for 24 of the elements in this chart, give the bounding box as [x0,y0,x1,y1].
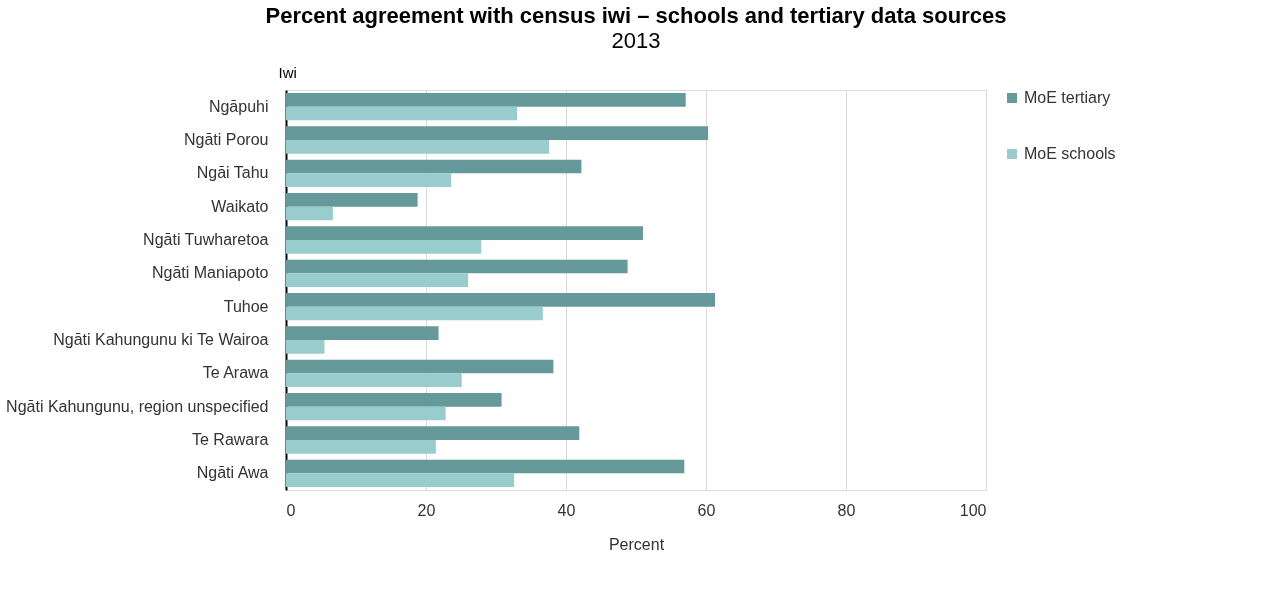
legend-label: MoE schools [1024,145,1116,162]
chart-title: Percent agreement with census iwi – schools and tertiary data sources [265,3,1007,28]
y-tick-label: Ngāti Maniapoto [151,264,269,282]
x-tick-label: 60 [697,501,716,519]
y-tick-label: Ngāti Kahungunu ki Te Wairoa [53,331,269,348]
y-tick-label: Waikato [211,197,269,215]
y-tick-label: Ngāpuhi [208,97,269,115]
y-tick-label: Ngāti Kahungunu, region unspecified [6,397,269,415]
y-tick-label: Ngāi Tahu [196,164,269,182]
legend-label: MoE tertiary [1024,89,1111,106]
x-axis-title: Percent [608,535,665,553]
x-tick-label: 100 [959,501,987,519]
x-tick-label: 80 [837,501,856,519]
y-tick-label: Ngāti Awa [196,464,269,482]
x-tick-label: 0 [286,501,296,519]
y-tick-label: Ngāti Porou [184,131,269,148]
chart-subtitle: 2013 [611,28,661,53]
y-tick-label: Te Arawa [202,364,269,382]
y-tick-label: Te Rawara [192,431,269,448]
y-axis-title: Iwi [278,63,297,81]
y-tick-label: Tuhoe [223,297,269,315]
y-tick-label: Ngāti Tuwharetoa [143,231,269,248]
x-tick-label: 20 [417,501,436,519]
x-tick-label: 40 [557,501,576,519]
